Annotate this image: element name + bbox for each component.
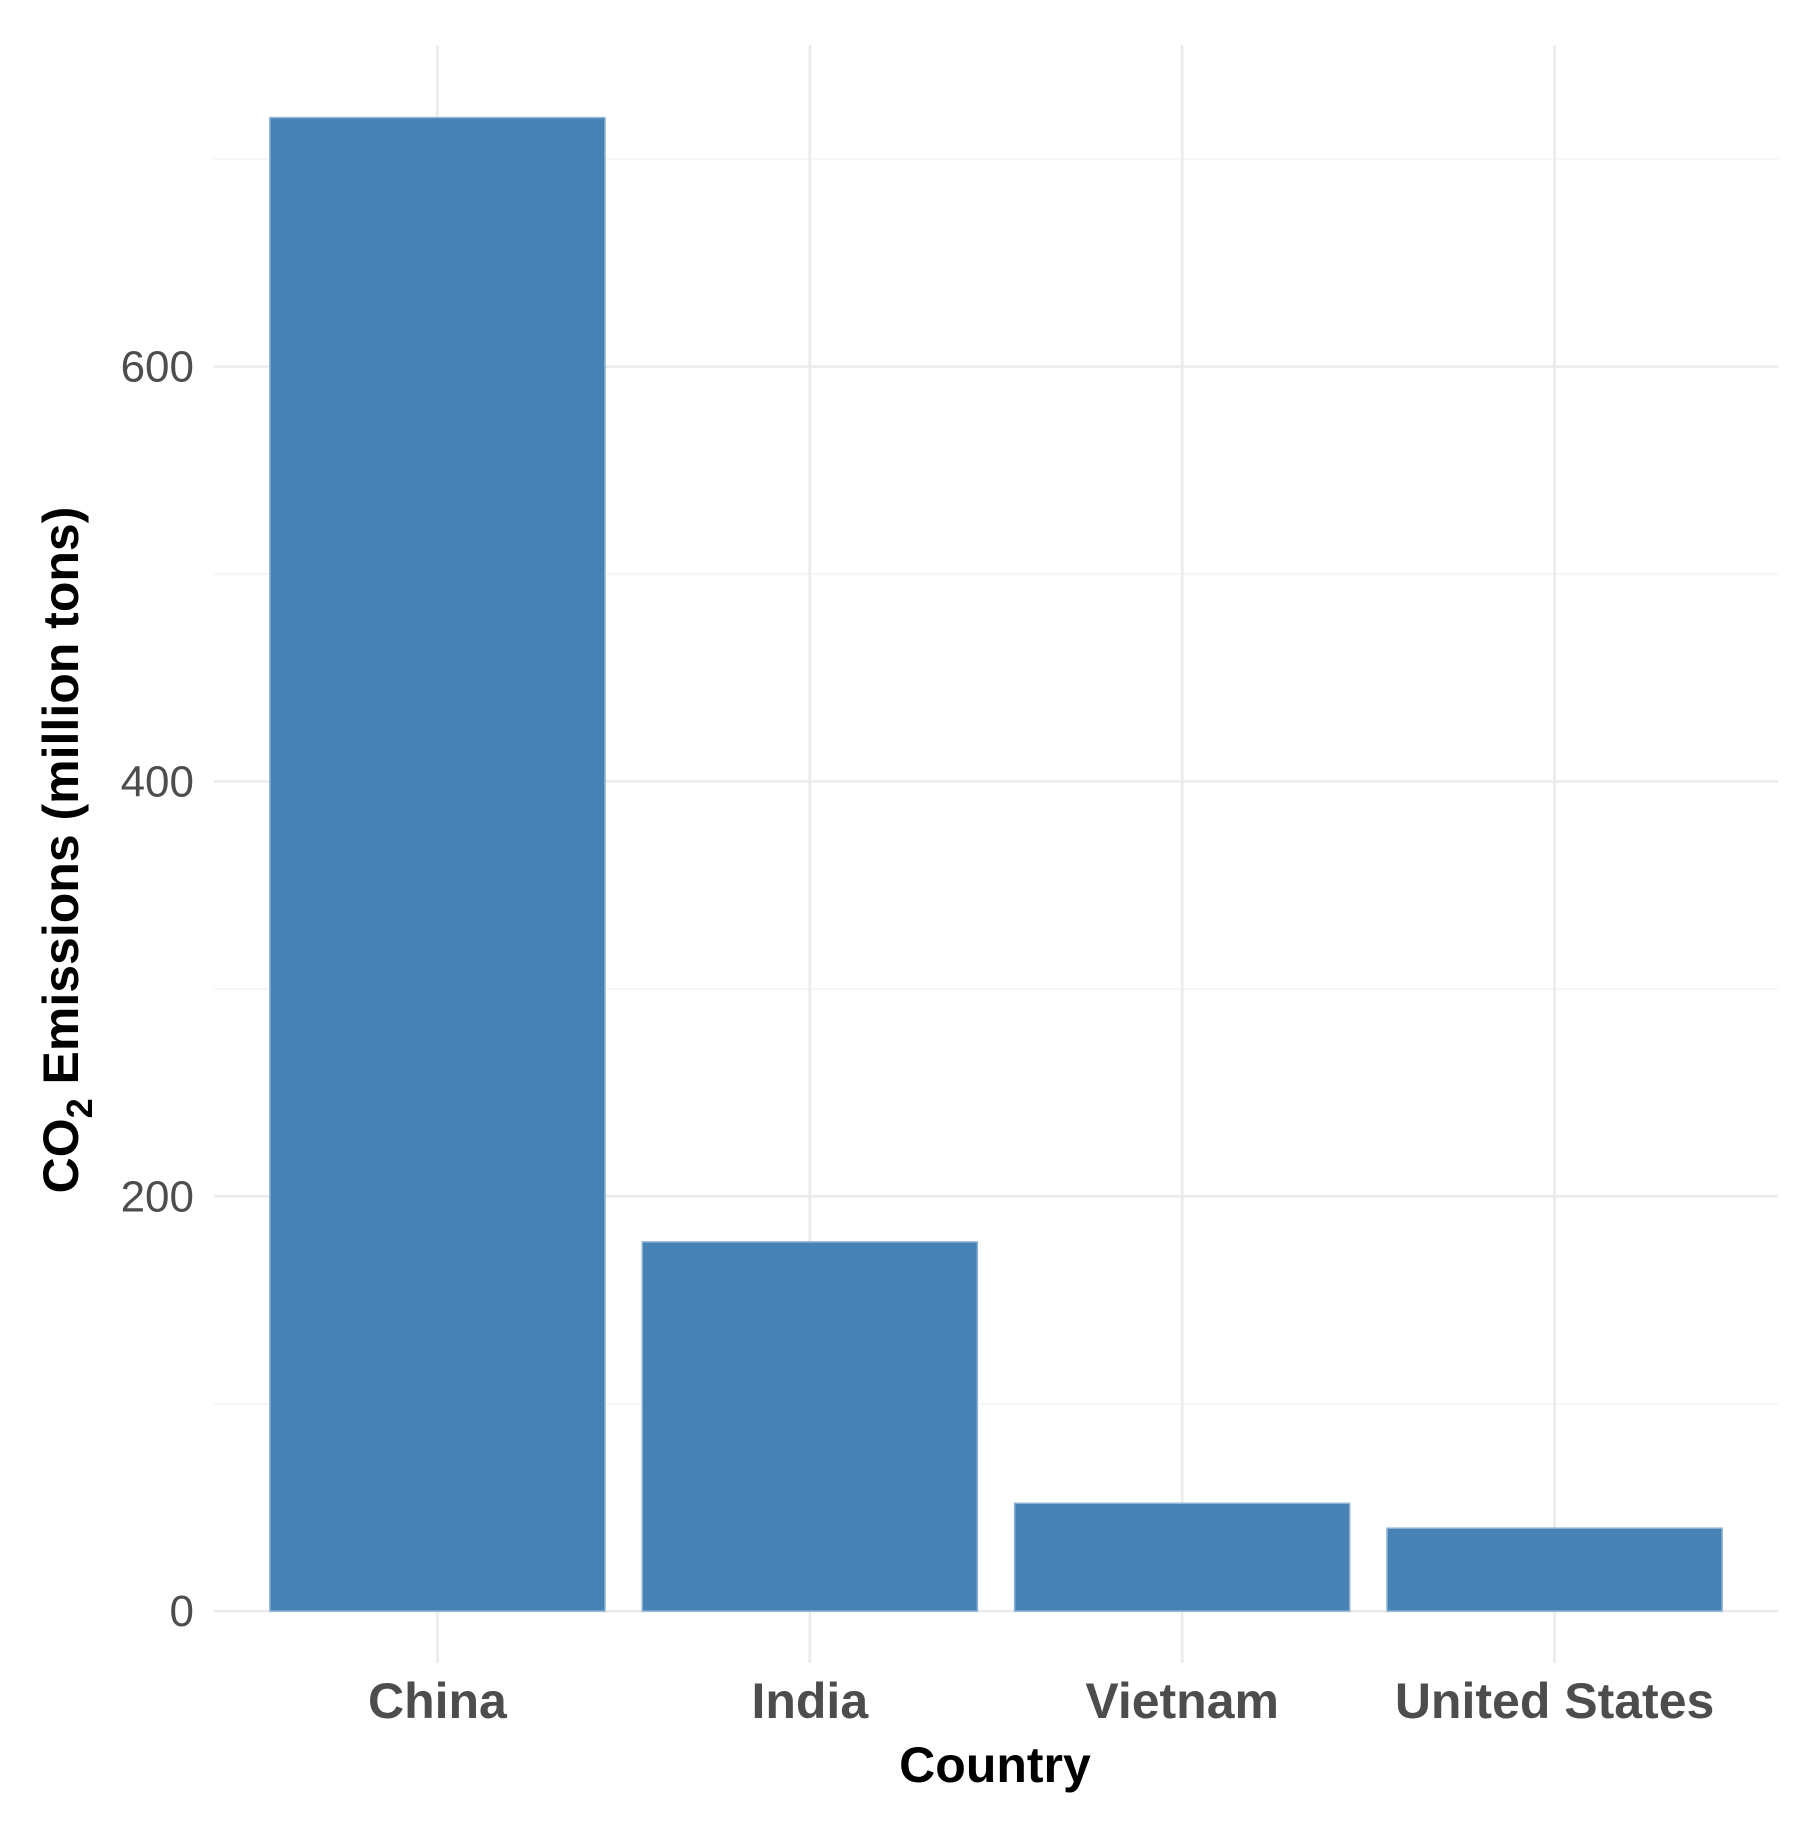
x-tick-label: Vietnam	[1085, 1673, 1279, 1729]
y-tick-label: 0	[170, 1587, 194, 1636]
x-axis-tick-labels: China India Vietnam United States	[368, 1673, 1714, 1729]
bars	[269, 116, 1723, 1612]
y-axis-title-rest: Emissions (million tons)	[33, 507, 89, 1099]
y-axis-title: CO2 Emissions (million tons)	[33, 507, 100, 1194]
y-axis-title-co: CO	[33, 1118, 89, 1193]
bar-united-states	[1386, 1527, 1723, 1612]
x-axis-title: Country	[899, 1737, 1091, 1793]
y-tick-label: 200	[121, 1172, 194, 1221]
y-tick-label: 600	[121, 343, 194, 392]
y-tick-label: 400	[121, 757, 194, 806]
y-axis-tick-labels: 0 200 400 600	[121, 343, 194, 1637]
x-tick-label: United States	[1395, 1673, 1715, 1729]
bar-india	[641, 1241, 979, 1612]
y-axis-title-subscript: 2	[59, 1098, 100, 1118]
x-tick-label: India	[751, 1673, 869, 1729]
bar-china	[269, 116, 606, 1612]
bar-vietnam	[1013, 1502, 1351, 1612]
x-tick-label: China	[368, 1673, 508, 1729]
